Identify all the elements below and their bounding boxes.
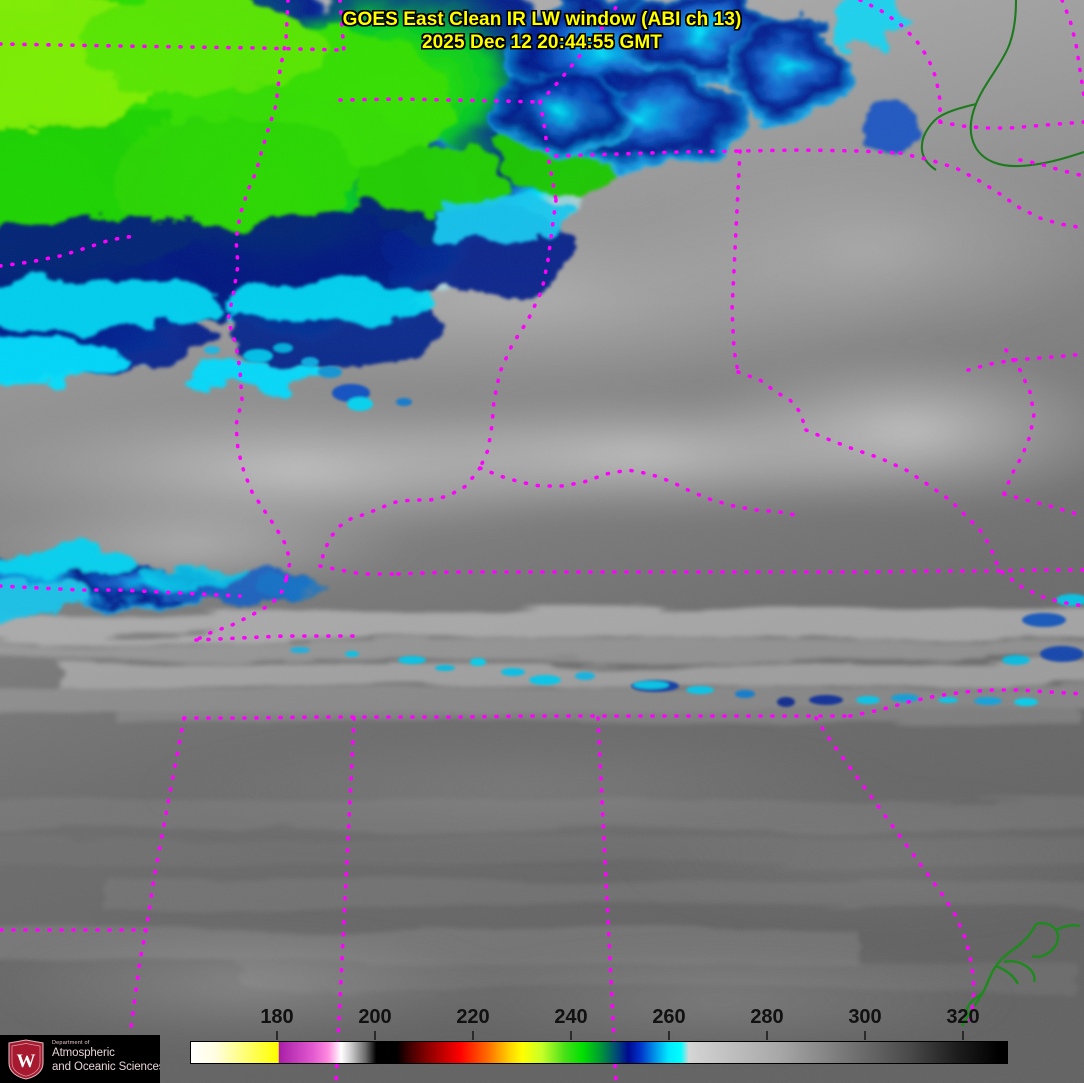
colorbar-tick-label-280: 280 (750, 1006, 784, 1028)
colorbar-tick-label-180: 180 (260, 1006, 294, 1028)
uw-crest-icon: W (8, 1039, 44, 1080)
colorbar-tick-label-220: 220 (456, 1006, 490, 1028)
colorbar-tick-mark-320 (962, 1031, 964, 1040)
coastline-atlantic (960, 922, 1081, 1027)
colorbar-tick-mark-220 (472, 1031, 474, 1040)
colorbar-tick-label-320: 320 (946, 1006, 980, 1028)
uw-aos-logo: W Department of Atmospheric and Oceanic … (0, 1035, 160, 1083)
temperature-colorbar: 180 200 220 240 260 280 300 320 (0, 1005, 1084, 1083)
colorbar-tick-label-200: 200 (358, 1006, 392, 1028)
colorbar-tick-label-260: 260 (652, 1006, 686, 1028)
colorbar-tick-mark-240 (570, 1031, 572, 1040)
colorbar-tick-mark-260 (668, 1031, 670, 1040)
colorbar-tick-mark-280 (766, 1031, 768, 1040)
colorbar-tick-mark-180 (276, 1031, 278, 1040)
svg-text:W: W (17, 1051, 36, 1072)
logo-line-oceanic-sciences: and Oceanic Sciences (52, 1060, 160, 1073)
colorbar-tick-label-240: 240 (554, 1006, 588, 1028)
logo-text-block: Department of Atmospheric and Oceanic Sc… (52, 1040, 160, 1074)
colorbar-tick-mark-300 (864, 1031, 866, 1040)
colorbar-tick-labels: 180 200 220 240 260 280 300 320 (0, 1005, 1084, 1035)
colorbar-tick-mark-200 (374, 1031, 376, 1040)
logo-line-atmospheric: Atmospheric (52, 1047, 115, 1059)
colorbar-tick-marks (0, 1031, 1084, 1041)
logo-department-prefix: Department of (52, 1040, 90, 1046)
coastline-great-lakes (920, 0, 1084, 171)
colorbar-gradient-bar (190, 1041, 1008, 1064)
colorbar-tick-label-300: 300 (848, 1006, 882, 1028)
